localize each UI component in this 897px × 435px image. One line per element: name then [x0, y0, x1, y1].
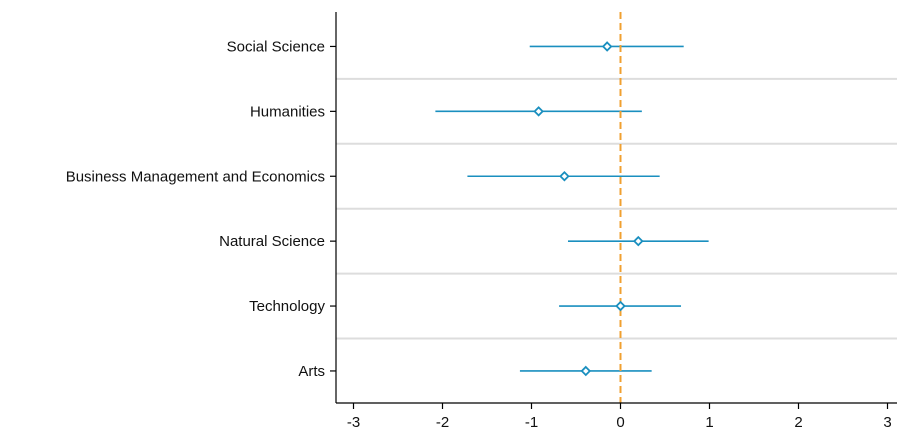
x-tick-label: 3	[883, 414, 891, 431]
point-estimates	[533, 41, 644, 377]
x-tick-label: 0	[616, 414, 624, 431]
point-estimate	[601, 41, 613, 52]
point-estimate	[633, 235, 644, 247]
y-axis: Social Science Humanities Business Managem…	[66, 12, 337, 403]
x-tick-label: -2	[436, 414, 449, 431]
category-label: Humanities	[250, 103, 325, 120]
x-tick-label: -1	[525, 414, 538, 431]
category-label: Business Management and Economics	[66, 168, 325, 185]
x-tick-label: 1	[705, 414, 713, 431]
x-tick-label: 2	[794, 414, 802, 431]
x-tick-label: -3	[347, 414, 360, 431]
category-label: Arts	[298, 363, 325, 380]
x-axis: -3 -2 -1 0 1 2 3	[336, 402, 897, 431]
category-label: Technology	[249, 298, 325, 315]
point-estimate	[559, 170, 570, 182]
row-separators	[336, 77, 897, 340]
category-label: Natural Science	[219, 233, 325, 250]
point-estimate	[533, 106, 544, 117]
point-estimate	[615, 300, 626, 312]
point-estimate	[580, 365, 592, 377]
category-label: Social Science	[227, 38, 325, 55]
